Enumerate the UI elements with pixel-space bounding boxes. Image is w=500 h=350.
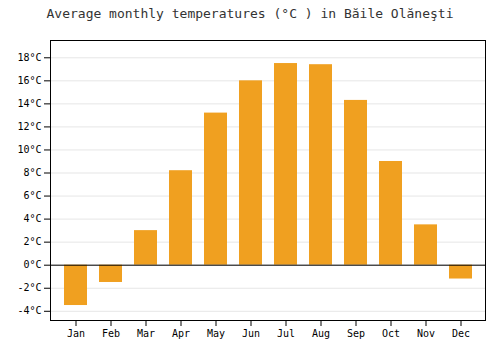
- svg-text:6°C: 6°C: [23, 190, 41, 201]
- svg-text:Mar: Mar: [137, 328, 155, 339]
- svg-text:-2°C: -2°C: [17, 282, 41, 293]
- svg-text:Jan: Jan: [67, 328, 85, 339]
- svg-text:-4°C: -4°C: [17, 305, 41, 316]
- html-text:Average monthly temperatures (: Average monthly temperatures (°C ) in Bă…: [46, 6, 454, 21]
- svg-text:May: May: [207, 328, 225, 339]
- svg-text:Feb: Feb: [102, 328, 120, 339]
- svg-text:2°C: 2°C: [23, 236, 41, 247]
- svg-text:Oct: Oct: [382, 328, 400, 339]
- svg-text:14°C: 14°C: [17, 98, 41, 109]
- svg-text:Dec: Dec: [452, 328, 470, 339]
- svg-text:18°C: 18°C: [17, 52, 41, 63]
- svg-text:0°C: 0°C: [23, 259, 41, 270]
- svg-text:12°C: 12°C: [17, 121, 41, 132]
- svg-text:10°C: 10°C: [17, 144, 41, 155]
- svg-text:8°C: 8°C: [23, 167, 41, 178]
- svg-text:4°C: 4°C: [23, 213, 41, 224]
- svg-text:Aug: Aug: [312, 328, 330, 339]
- svg-text:Apr: Apr: [172, 328, 190, 339]
- svg-text:Jun: Jun: [242, 328, 260, 339]
- svg-text:16°C: 16°C: [17, 75, 41, 86]
- svg-text:Nov: Nov: [417, 328, 435, 339]
- svg-text:Sep: Sep: [347, 328, 365, 339]
- svg-text:Jul: Jul: [277, 328, 295, 339]
